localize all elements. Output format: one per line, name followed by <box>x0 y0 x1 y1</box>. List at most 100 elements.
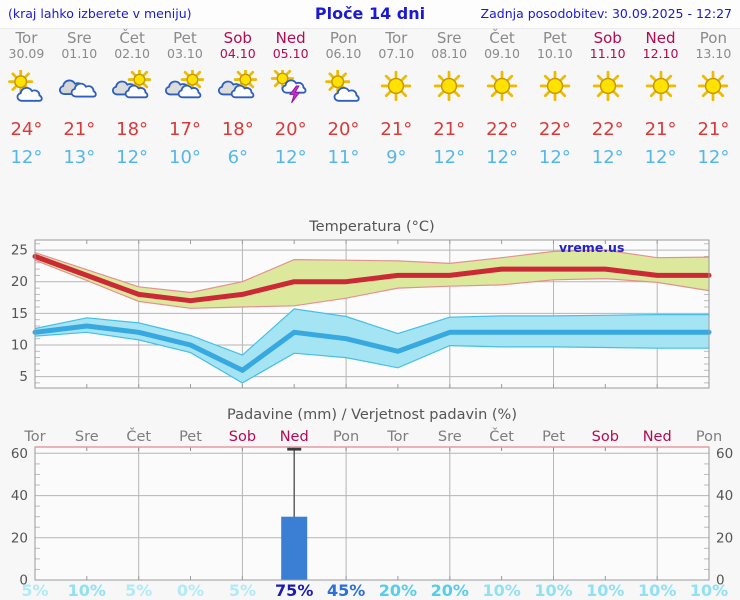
day-date: 08.10 <box>431 46 468 61</box>
precip-day-label: Pon <box>333 429 359 445</box>
precip-prob-label: 5% <box>229 581 256 600</box>
high-temp: 21° <box>433 119 466 140</box>
high-temp: 21° <box>380 119 413 140</box>
high-temp: 18° <box>221 119 254 140</box>
high-temp: 22° <box>538 119 571 140</box>
sun-icon <box>645 70 676 102</box>
day-name: Čet <box>119 29 145 47</box>
cloud-sun-icon <box>216 67 257 104</box>
high-temp: 22° <box>591 119 624 140</box>
cloud-sun-icon <box>110 67 152 104</box>
low-temp: 10° <box>169 147 201 168</box>
high-temp: 17° <box>169 119 201 140</box>
day-name: Pon <box>699 29 727 47</box>
day-column: Sob 04.10 18° 6° <box>211 30 264 168</box>
day-date: 07.10 <box>378 46 415 61</box>
menu-hint: (kraj lahko izberete v meniju) <box>8 6 192 21</box>
day-date: 02.10 <box>114 46 150 61</box>
day-name: Pet <box>543 29 567 47</box>
last-updated: Zadnja posodobitev: 30.09.2025 - 12:27 <box>480 6 732 21</box>
day-column: Ned 12.10 21° 12° <box>634 29 687 169</box>
svg-text:60: 60 <box>11 446 28 462</box>
day-column: Sob 11.10 22° 12° <box>581 29 634 169</box>
precip-prob-label: 20% <box>379 581 417 600</box>
forecast-strip: Tor 30.09 24° 12° Sre 01.10 21° 13° Čet … <box>0 29 740 169</box>
watermark-link[interactable]: vreme.us <box>559 240 625 255</box>
day-name: Ned <box>645 29 676 47</box>
day-column: Tor 07.10 21° 9° <box>370 30 423 169</box>
svg-text:40: 40 <box>716 488 733 504</box>
high-temp: 21° <box>644 119 677 140</box>
sun-small-cloud-icon <box>8 69 48 104</box>
high-temp: 22° <box>486 119 518 140</box>
day-date: 12.10 <box>642 46 679 61</box>
day-column: Pet 03.10 17° 10° <box>159 30 212 168</box>
low-temp: 12° <box>644 147 677 168</box>
precip-day-label: Sob <box>592 429 619 445</box>
sun-small-cloud-icon <box>325 69 365 104</box>
day-name: Sre <box>66 29 92 47</box>
temp-y-labels: 5 10 15 20 25 <box>11 243 28 386</box>
svg-text:10: 10 <box>11 338 28 354</box>
day-column: Sre 01.10 21° 13° <box>53 30 106 168</box>
header: (kraj lahko izberete v meniju) Ploče 14 … <box>0 0 740 29</box>
low-temp: 12° <box>486 147 518 168</box>
high-temp: 20° <box>327 119 360 140</box>
precip-day-label: Pet <box>542 429 565 445</box>
day-name: Pet <box>173 29 197 47</box>
lightning-bolt <box>288 85 300 104</box>
precip-day-label: Ned <box>643 429 672 445</box>
day-name: Sob <box>593 29 622 47</box>
precip-day-label: Čet <box>126 427 151 445</box>
svg-text:40: 40 <box>11 488 28 504</box>
precip-day-label: Sre <box>438 429 462 445</box>
day-column: Pon 06.10 20° 11° <box>317 29 370 169</box>
precip-day-label: Ned <box>280 429 309 445</box>
svg-text:25: 25 <box>11 243 28 259</box>
precip-prob-label: 20% <box>431 581 469 600</box>
cloud-sun-icon <box>163 67 205 104</box>
low-temp: 12° <box>697 147 730 168</box>
sun-icon <box>698 70 729 102</box>
precip-bar <box>281 516 308 580</box>
sun-icon <box>539 70 571 102</box>
svg-text:0: 0 <box>716 573 725 589</box>
day-date: 03.10 <box>167 46 203 61</box>
precip-prob-label: 5% <box>125 581 152 600</box>
precip-prob-label: 10% <box>638 581 676 600</box>
precip-day-label: Pet <box>179 429 202 445</box>
max-temp-line <box>32 253 712 304</box>
precip-day-label: Čet <box>489 427 514 445</box>
day-date: 13.10 <box>695 46 732 61</box>
precip-prob-label: 0% <box>177 581 204 600</box>
svg-text:5: 5 <box>19 369 28 385</box>
precip-prob-label: 10% <box>534 581 572 600</box>
svg-text:20: 20 <box>11 274 28 290</box>
day-column: Pet 10.10 22° 12° <box>528 29 581 169</box>
low-temp: 12° <box>591 147 624 168</box>
day-column: Čet 09.10 22° 12° <box>476 30 529 169</box>
day-date: 10.10 <box>536 46 573 61</box>
precip-day-label: Sob <box>229 429 256 445</box>
temp-chart-title: Temperatura (°C) <box>308 219 434 235</box>
high-temp: 21° <box>697 119 730 140</box>
day-column: Pon 13.10 21° 12° <box>687 29 740 169</box>
day-name: Sre <box>436 29 462 47</box>
day-name: Tor <box>15 29 38 47</box>
low-temp: 11° <box>327 147 360 168</box>
high-temp: 24° <box>10 119 43 140</box>
day-name: Pon <box>329 29 358 47</box>
high-temp: 20° <box>274 119 307 140</box>
day-column: Čet 02.10 18° 12° <box>106 30 159 168</box>
precip-prob-label: 10% <box>68 581 106 600</box>
svg-text:20: 20 <box>716 530 733 546</box>
day-column: Tor 30.09 24° 12° <box>0 29 53 169</box>
day-date: 05.10 <box>272 46 309 61</box>
day-name: Sob <box>223 29 252 47</box>
day-column: Ned 05.10 20° 12° <box>264 30 317 168</box>
precip-y-labels: 0 0 20 20 40 40 60 60 <box>11 446 733 589</box>
day-column: Sre 08.10 21° 12° <box>423 29 476 169</box>
sun-icon <box>486 70 518 102</box>
